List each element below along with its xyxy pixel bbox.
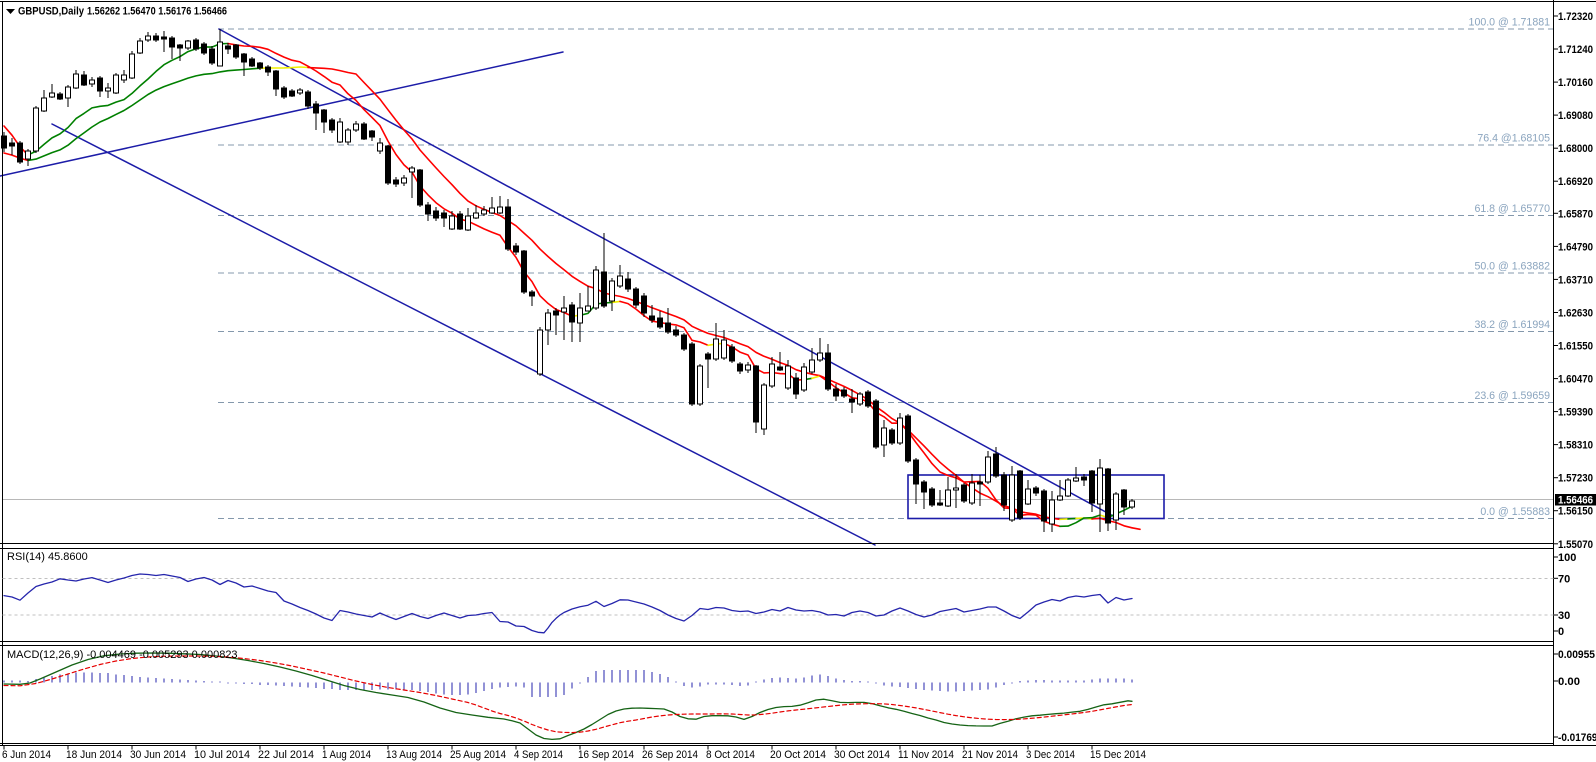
svg-text:0: 0	[1558, 626, 1564, 638]
svg-text:30 Jun 2014: 30 Jun 2014	[130, 749, 186, 761]
svg-text:RSI(14) 45.8600: RSI(14) 45.8600	[7, 551, 88, 563]
svg-text:18 Jun 2014: 18 Jun 2014	[66, 749, 122, 761]
svg-text:50.0 @ 1.63882: 50.0 @ 1.63882	[1474, 261, 1550, 273]
svg-text:70: 70	[1558, 573, 1570, 585]
svg-text:3 Dec 2014: 3 Dec 2014	[1026, 749, 1075, 761]
svg-text:1.58310: 1.58310	[1558, 440, 1593, 452]
svg-text:10 Jul 2014: 10 Jul 2014	[194, 749, 250, 761]
svg-text:26 Sep 2014: 26 Sep 2014	[642, 749, 698, 761]
svg-text:30 Oct 2014: 30 Oct 2014	[834, 749, 890, 761]
svg-text:1.59390: 1.59390	[1558, 407, 1593, 419]
svg-text:1.56150: 1.56150	[1558, 506, 1593, 518]
svg-text:1.61550: 1.61550	[1558, 341, 1593, 353]
svg-text:13 Aug 2014: 13 Aug 2014	[386, 749, 442, 761]
svg-text:30: 30	[1558, 610, 1570, 622]
svg-text:1.71240: 1.71240	[1558, 44, 1593, 56]
svg-text:1.69080: 1.69080	[1558, 110, 1593, 122]
svg-text:1.60470: 1.60470	[1558, 374, 1593, 386]
svg-text:8 Oct 2014: 8 Oct 2014	[706, 749, 755, 761]
svg-text:100.0 @ 1.71881: 100.0 @ 1.71881	[1469, 17, 1551, 29]
svg-text:MACD(12,26,9) -0.004469 -0.005: MACD(12,26,9) -0.004469 -0.005293 0.0008…	[7, 649, 238, 661]
svg-text:6 Jun 2014: 6 Jun 2014	[2, 749, 51, 761]
svg-text:1.72320: 1.72320	[1558, 11, 1593, 23]
svg-text:1.56262 1.56470 1.56176 1.5646: 1.56262 1.56470 1.56176 1.56466	[87, 6, 227, 18]
svg-text:1.55070: 1.55070	[1558, 539, 1593, 551]
svg-text:1 Aug 2014: 1 Aug 2014	[322, 749, 371, 761]
svg-text:1.64790: 1.64790	[1558, 241, 1593, 253]
svg-text:1.65870: 1.65870	[1558, 208, 1593, 220]
svg-text:1.57230: 1.57230	[1558, 473, 1593, 485]
svg-text:16 Sep 2014: 16 Sep 2014	[578, 749, 634, 761]
svg-text:21 Nov 2014: 21 Nov 2014	[962, 749, 1018, 761]
svg-text:1.68000: 1.68000	[1558, 143, 1593, 155]
svg-text:76.4 @1.68105: 76.4 @1.68105	[1477, 133, 1550, 145]
svg-text:100: 100	[1558, 552, 1576, 564]
svg-text:0.00: 0.00	[1558, 676, 1580, 688]
svg-text:61.8 @ 1.65770: 61.8 @ 1.65770	[1474, 203, 1550, 215]
svg-text:22 Jul 2014: 22 Jul 2014	[258, 749, 314, 761]
svg-text:20 Oct 2014: 20 Oct 2014	[770, 749, 826, 761]
svg-text:-0.017692: -0.017692	[1558, 732, 1596, 744]
svg-text:1.63710: 1.63710	[1558, 274, 1593, 286]
svg-text:1.66920: 1.66920	[1558, 176, 1593, 188]
svg-text:GBPUSD,Daily: GBPUSD,Daily	[18, 6, 85, 18]
svg-text:11 Nov 2014: 11 Nov 2014	[898, 749, 954, 761]
svg-text:23.6 @ 1.59659: 23.6 @ 1.59659	[1474, 390, 1550, 402]
svg-text:0.0 @ 1.55883: 0.0 @ 1.55883	[1480, 506, 1550, 518]
svg-text:1.70160: 1.70160	[1558, 77, 1593, 89]
svg-text:15 Dec 2014: 15 Dec 2014	[1090, 749, 1146, 761]
svg-text:1.62630: 1.62630	[1558, 308, 1593, 320]
svg-text:25 Aug 2014: 25 Aug 2014	[450, 749, 506, 761]
svg-text:38.2 @ 1.61994: 38.2 @ 1.61994	[1474, 319, 1550, 331]
svg-text:0.00955: 0.00955	[1558, 649, 1595, 661]
svg-text:4 Sep 2014: 4 Sep 2014	[514, 749, 563, 761]
svg-text:1.56466: 1.56466	[1558, 495, 1593, 507]
